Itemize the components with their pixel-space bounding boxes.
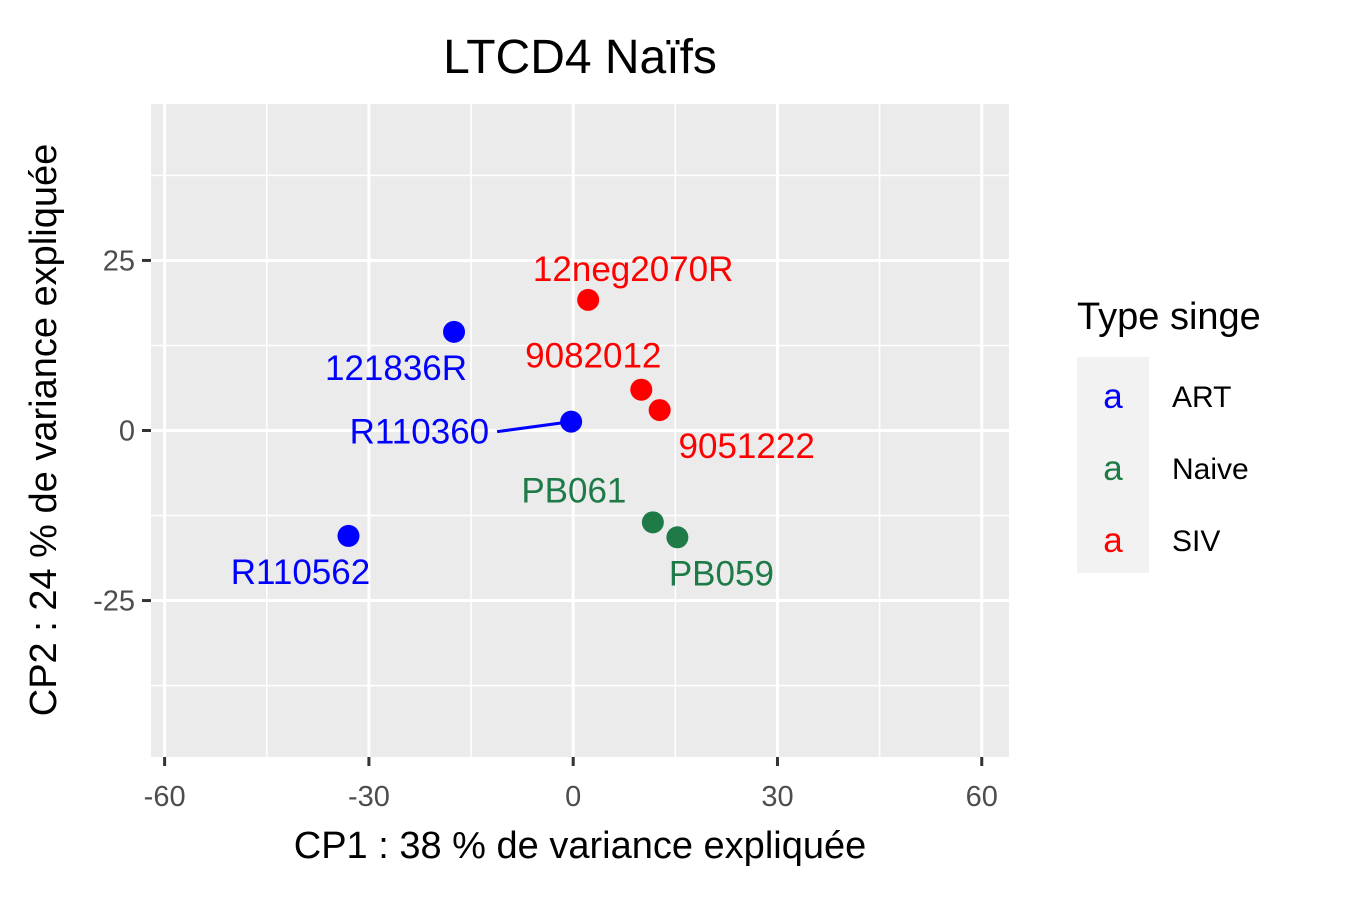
y-axis-title: CP2 : 24 % de variance expliquée (23, 144, 65, 716)
x-tick-label: 0 (565, 781, 581, 813)
y-tick-label: 25 (103, 245, 135, 277)
x-axis-title: CP1 : 38 % de variance expliquée (294, 825, 866, 867)
data-point (641, 511, 664, 534)
leader-line (496, 420, 572, 434)
data-point (560, 410, 583, 433)
legend-key-glyph: a (1103, 521, 1123, 560)
legend-title: Type singe (1077, 296, 1261, 338)
y-tick-label: 0 (119, 416, 135, 448)
data-label: R110360 (350, 413, 489, 452)
data-label: R110562 (231, 553, 370, 592)
x-tick-label: -60 (144, 781, 186, 813)
chart-title: LTCD4 Naïfs (443, 31, 717, 84)
legend-label: Naive (1172, 453, 1249, 486)
legend-label: SIV (1172, 525, 1220, 558)
y-tick-label: -25 (93, 586, 135, 618)
legend-key-glyph: a (1103, 449, 1123, 488)
legend-key-glyph: a (1103, 377, 1123, 416)
data-point (630, 378, 653, 401)
data-points (337, 288, 689, 549)
data-labels: 121836R R110360 R110562 12neg2070R 9082012 90… (231, 250, 815, 593)
data-label: 12neg2070R (533, 250, 733, 289)
data-label: 9082012 (525, 337, 661, 376)
data-point (337, 524, 360, 547)
data-label: PB059 (669, 554, 774, 593)
data-label: PB061 (521, 471, 626, 510)
data-label: 121836R (325, 349, 467, 388)
data-point (648, 399, 671, 422)
data-point (577, 288, 600, 311)
x-tick-label: 30 (761, 781, 793, 813)
label-leader-lines (496, 420, 572, 434)
legend: Type singe a ART a Naive a SIV (1077, 296, 1261, 573)
x-tick-label: 60 (966, 781, 998, 813)
data-point (443, 320, 466, 343)
legend-items: a ART a Naive a SIV (1077, 357, 1249, 573)
axes: -60 -30 0 30 60 -25 0 25 (93, 245, 998, 813)
legend-label: ART (1172, 381, 1231, 414)
data-label: 9051222 (679, 427, 815, 466)
data-point (666, 526, 689, 549)
legend-key-background (1077, 357, 1149, 573)
x-tick-label: -30 (348, 781, 390, 813)
